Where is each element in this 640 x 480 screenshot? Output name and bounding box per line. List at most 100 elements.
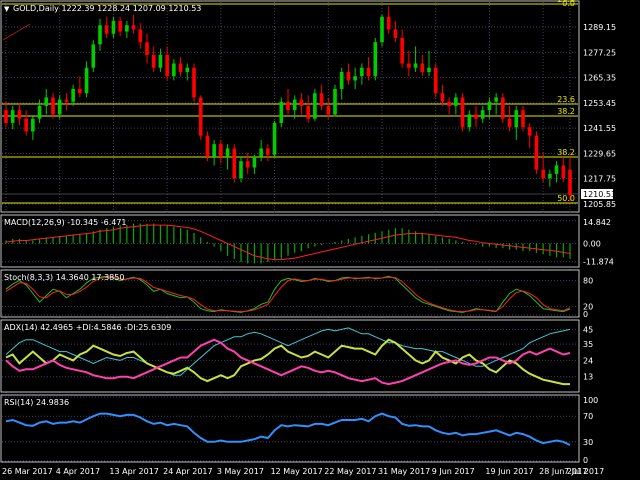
- candle-body: [360, 67, 364, 77]
- price-pane[interactable]: 23.60.023.638.238.250.0 ▼ GOLD,Daily 122…: [0, 0, 580, 462]
- candle-body: [178, 63, 183, 72]
- candle-body: [393, 29, 398, 38]
- candle-body: [319, 93, 324, 106]
- candle-body: [78, 88, 82, 94]
- rsi-pane-border: [0, 394, 580, 463]
- candle-body: [205, 135, 210, 157]
- price-level-label: 1241.55: [583, 124, 616, 133]
- minus-di-line: [5, 338, 571, 386]
- adx-line: [5, 327, 571, 376]
- candle-body: [64, 99, 69, 102]
- adx-pane[interactable]: ADX(14) 42.4965 +DI:4.5846 -DI:25.6309: [0, 319, 580, 393]
- date-label: 7 Jul 2017: [564, 467, 604, 476]
- candle-body: [333, 88, 337, 115]
- macd-level-label: -11.874: [583, 258, 614, 267]
- candlesticks: [4, 6, 572, 202]
- price-pane-border: [0, 0, 580, 213]
- macd-histogram: [5, 223, 571, 264]
- candle-body: [118, 20, 122, 32]
- stochastic-pane[interactable]: Stoch(8,3,3) 14.3640 17.3850: [0, 269, 580, 318]
- rsi-pane[interactable]: RSI(14) 24.9836: [0, 394, 580, 463]
- candle-body: [521, 110, 525, 128]
- rsi-level-label: 100: [583, 396, 598, 405]
- candle-body: [17, 110, 22, 119]
- rsi-level-label: 30: [583, 438, 593, 447]
- rsi-level-label: 70: [583, 412, 593, 421]
- candle-body: [219, 144, 223, 157]
- candle-body: [111, 20, 116, 34]
- candle-body: [266, 148, 270, 155]
- candle-body: [84, 67, 89, 94]
- price-grid: [2, 2, 578, 462]
- candle-body: [413, 63, 418, 68]
- candle-body: [212, 144, 216, 157]
- price-level-label: 1217.75: [583, 175, 616, 184]
- candle-body: [467, 114, 472, 128]
- candle-body: [10, 110, 15, 123]
- date-label: 28 Jun 2017: [539, 467, 587, 476]
- candle-body: [527, 127, 532, 136]
- price-axis: 1289.15 1277.25 1265.35 1253.45 1241.55 1229.…: [583, 23, 616, 209]
- symbol-dropdown-icon[interactable]: ▼: [4, 5, 10, 13]
- candle-body: [51, 97, 55, 115]
- candle-body: [44, 97, 49, 106]
- date-label: 19 Jun 2017: [485, 467, 533, 476]
- date-label: 24 Apr 2017: [163, 467, 212, 476]
- candle-body: [131, 25, 136, 30]
- price-level-label: 1265.35: [583, 74, 616, 83]
- macd-pane[interactable]: MACD(12,26,9) -10.345 -6.471: [0, 214, 580, 268]
- candle-body: [386, 16, 391, 30]
- adx-level-label: 13: [583, 373, 593, 382]
- candle-body: [272, 122, 277, 155]
- candle-body: [548, 173, 552, 179]
- candle-body: [198, 97, 203, 136]
- fib-label: 23.6: [557, 95, 575, 104]
- current-price-label: 1210.53: [583, 190, 616, 199]
- candle-body: [474, 114, 478, 119]
- fib-label: 38.2: [557, 107, 575, 116]
- current-price-tag: 1210.53: [581, 189, 616, 200]
- candle-body: [151, 54, 156, 68]
- fib-label: 23.6: [557, 0, 575, 4]
- candle-body: [57, 99, 62, 115]
- macd-title: MACD(12,26,9) -10.345 -6.471: [4, 218, 127, 227]
- adx-level-label: 24: [583, 356, 593, 365]
- price-level-label: 1253.45: [583, 99, 616, 108]
- candle-body: [245, 161, 250, 168]
- stochastic-main-line: [5, 275, 571, 313]
- candle-body: [561, 165, 566, 179]
- date-label: 4 Apr 2017: [56, 467, 100, 476]
- symbol-header: GOLD,Daily 1222.39 1228.24 1207.09 1210.…: [13, 4, 201, 13]
- price-level-label: 1289.15: [583, 23, 616, 32]
- candle-body: [460, 97, 465, 128]
- date-label: 12 May 2017: [271, 467, 323, 476]
- candle-body: [91, 44, 96, 68]
- candle-body: [534, 135, 539, 170]
- candle-body: [165, 54, 169, 77]
- stoch-level-label: 0: [583, 310, 588, 319]
- candle-body: [507, 118, 512, 128]
- macd-grid: [2, 220, 578, 263]
- candle-body: [447, 101, 451, 106]
- candle-body: [400, 37, 404, 64]
- rsi-line: [5, 412, 571, 446]
- rsi-level-label: 0: [583, 456, 588, 465]
- plus-di-line: [5, 338, 570, 386]
- candle-body: [433, 67, 438, 94]
- candle-body: [407, 63, 411, 68]
- fib-label: 0.0: [562, 0, 575, 8]
- candle-body: [4, 110, 8, 123]
- date-axis: 26 Mar 2017 4 Apr 2017 13 Apr 2017 24 Apr 2…: [2, 467, 604, 476]
- candle-body: [31, 118, 35, 132]
- candle-body: [487, 101, 492, 111]
- candle-body: [373, 42, 378, 77]
- candle-body: [286, 101, 290, 111]
- candle-body: [366, 67, 371, 77]
- candle-body: [37, 105, 42, 119]
- stoch-level-label: 20: [583, 302, 593, 311]
- adx-level-label: 35: [583, 340, 593, 349]
- candle-body: [24, 118, 28, 132]
- stoch-level-label: 80: [583, 277, 593, 286]
- candle-body: [326, 105, 331, 115]
